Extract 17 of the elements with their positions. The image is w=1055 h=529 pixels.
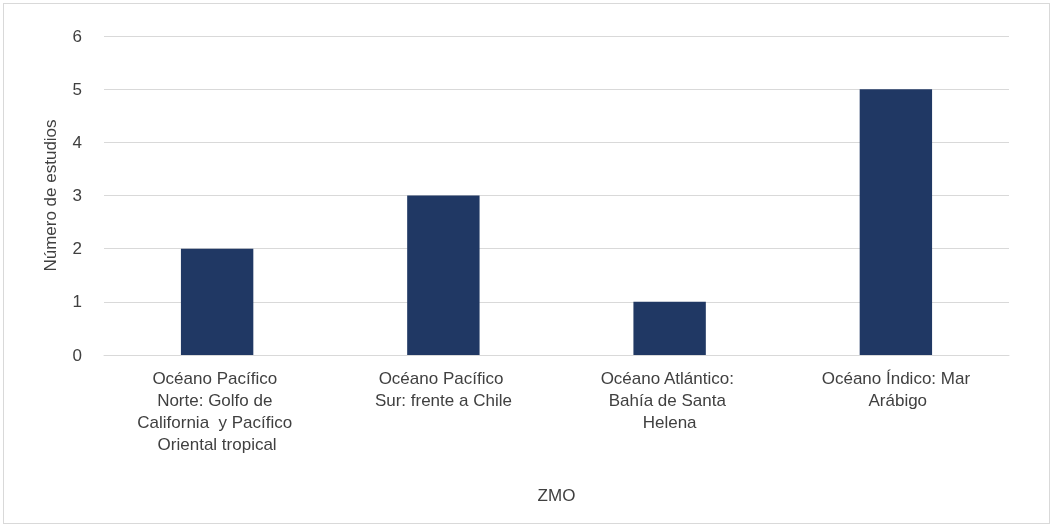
x-tick-label: Océano Atlántico: Bahía de Santa Helena <box>600 368 739 432</box>
y-tick-label: 6 <box>72 26 82 46</box>
y-tick-label: 1 <box>72 292 82 312</box>
bar <box>633 301 706 355</box>
y-axis-title: Número de estudios <box>41 119 60 272</box>
y-tick-label: 4 <box>72 132 82 152</box>
x-tick-label: Océano Pacífico Norte: Golfo de California y Pacífico Oriental tropical <box>137 368 297 454</box>
x-tick-label: Océano Índico: Mar Arábigo <box>821 368 971 410</box>
y-tick-label: 3 <box>72 186 82 205</box>
bar <box>859 89 933 355</box>
x-tick-label: Océano Pacífico Sur: frente a Chile <box>374 368 512 410</box>
y-tick-label: 2 <box>72 239 82 259</box>
y-tick-label: 5 <box>72 79 82 99</box>
bar <box>407 195 480 355</box>
y-tick-label: 0 <box>72 345 82 365</box>
x-axis-title: ZMO <box>537 486 576 505</box>
bar <box>180 248 254 355</box>
